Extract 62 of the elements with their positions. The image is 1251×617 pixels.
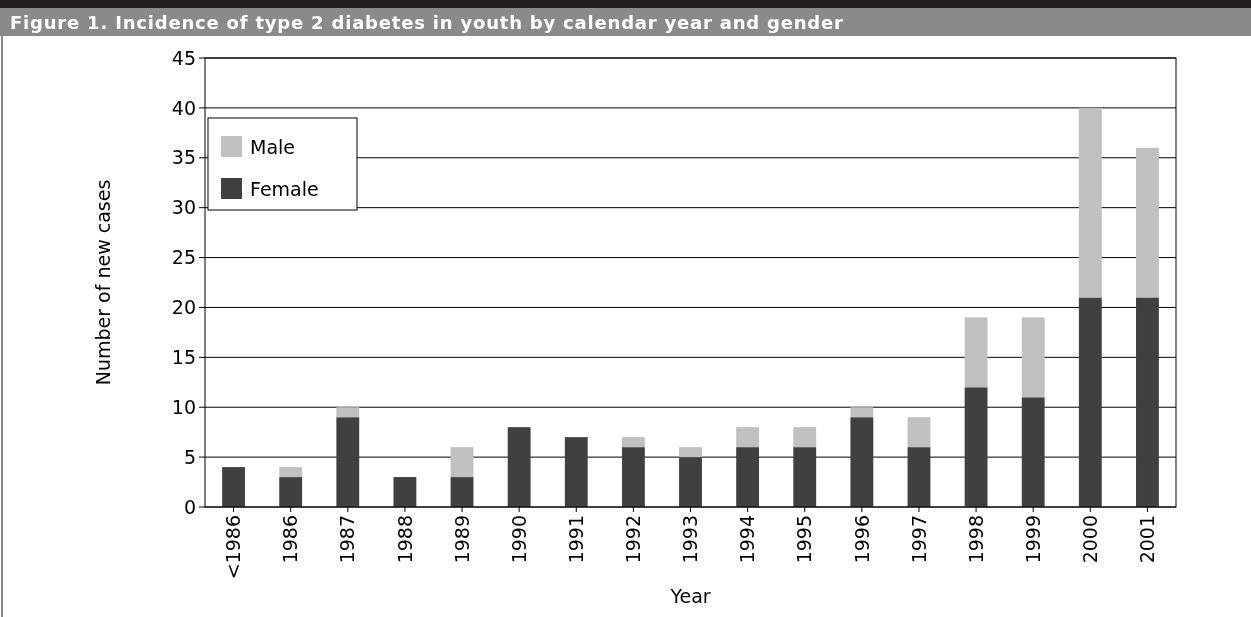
bar xyxy=(279,477,303,507)
bar xyxy=(1078,107,1102,298)
bar xyxy=(393,477,417,507)
x-tick-label: 1999 xyxy=(1021,515,1044,564)
bar xyxy=(1136,297,1159,507)
y-tick-label: 30 xyxy=(171,196,196,219)
bar xyxy=(450,447,474,478)
y-tick-label: 15 xyxy=(171,345,196,368)
y-tick-label: 35 xyxy=(171,146,196,169)
y-tick-label: 10 xyxy=(171,395,196,418)
x-tick-label: 1990 xyxy=(507,515,530,564)
y-tick-label: 5 xyxy=(183,445,196,468)
bar xyxy=(964,387,988,507)
bar xyxy=(507,427,531,507)
bar xyxy=(793,447,817,507)
legend-label: Female xyxy=(250,177,319,200)
x-tick-label: 1992 xyxy=(622,515,645,564)
x-tick-label: 2001 xyxy=(1136,515,1159,564)
bar xyxy=(1021,317,1045,398)
bar xyxy=(736,427,760,448)
bar xyxy=(907,447,931,507)
x-tick-label: 1995 xyxy=(793,515,816,564)
y-tick-label: 40 xyxy=(171,96,196,119)
x-tick-label: 1996 xyxy=(850,515,873,564)
x-tick-label: <1986 xyxy=(222,515,245,580)
bar xyxy=(907,417,931,448)
bar xyxy=(679,457,702,507)
bar xyxy=(736,447,760,507)
x-tick-label: 1986 xyxy=(279,515,302,564)
chart-title: Figure 1. Incidence of type 2 diabetes in youth by calendar year and gender xyxy=(10,12,844,33)
bar xyxy=(1021,397,1045,507)
y-axis-title: Number of new cases xyxy=(92,179,114,386)
bar xyxy=(850,417,874,507)
bar xyxy=(222,467,245,507)
bar xyxy=(450,477,474,507)
legend-label: Male xyxy=(250,135,296,158)
x-tick-label: 1994 xyxy=(736,515,759,564)
y-tick-label: 25 xyxy=(171,246,196,269)
x-tick-label: 1987 xyxy=(336,515,359,564)
x-tick-label: 1997 xyxy=(907,515,930,564)
x-axis-title: Year xyxy=(669,585,711,607)
bar xyxy=(336,407,360,418)
x-tick-label: 1993 xyxy=(679,515,702,564)
bar xyxy=(964,317,988,388)
bar xyxy=(1136,147,1159,298)
bar xyxy=(679,447,702,458)
y-tick-label: 20 xyxy=(171,296,196,319)
bar xyxy=(850,407,874,418)
bar xyxy=(1078,297,1102,507)
bar xyxy=(564,437,588,507)
bar xyxy=(279,467,303,478)
x-tick-label: 1989 xyxy=(450,515,473,564)
y-tick-label: 0 xyxy=(183,495,196,518)
bar xyxy=(621,437,645,448)
bar xyxy=(793,427,817,448)
x-tick-label: 1988 xyxy=(393,515,416,564)
x-tick-label: 1991 xyxy=(564,515,587,564)
bar xyxy=(336,417,360,507)
x-tick-label: 2000 xyxy=(1078,515,1101,564)
x-tick-label: 1998 xyxy=(964,515,987,564)
bar xyxy=(621,447,645,507)
y-tick-label: 45 xyxy=(171,46,196,69)
